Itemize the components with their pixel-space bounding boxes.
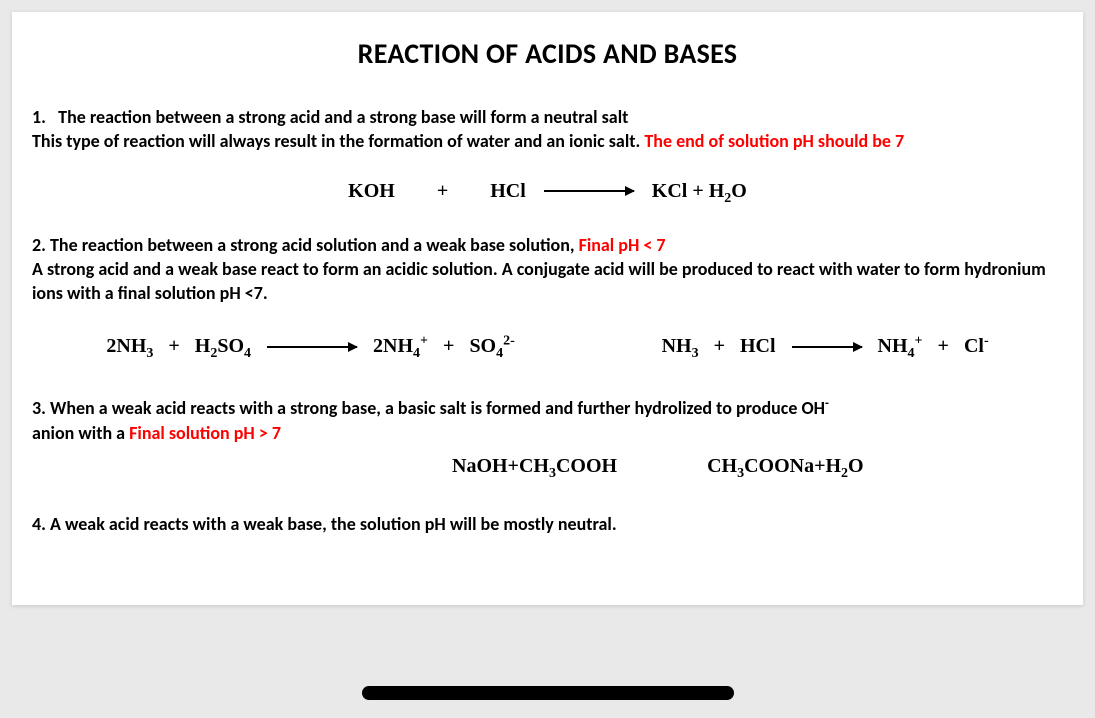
t: + (714, 335, 725, 357)
page-title: REACTION OF ACIDS AND BASES (32, 36, 1063, 71)
eq2b-rhs: NH4+ + Cl- (878, 335, 989, 358)
s1-body: This type of reaction will always result… (32, 130, 644, 152)
eq2a-lhs: 2NH3 + H2SO4 (106, 335, 251, 358)
s3-l1: 3. When a weak acid reacts with a strong… (32, 397, 825, 419)
t: O (848, 455, 864, 477)
s3-l2red: Final solution pH > 7 (129, 422, 281, 444)
t: 3 (692, 346, 699, 361)
t: Cl (964, 335, 984, 357)
home-indicator-bar (362, 686, 734, 700)
t: SO (469, 335, 496, 357)
s2-l1: 2. The reaction between a strong acid so… (32, 234, 579, 256)
s3-sup: - (825, 396, 829, 411)
t: NaOH+CH (452, 455, 549, 477)
t: - (984, 334, 989, 349)
t: COOH (556, 455, 617, 477)
eq1-r1t: O (731, 180, 747, 202)
t: CH (707, 455, 737, 477)
section-3: 3. When a weak acid reacts with a strong… (32, 396, 1063, 445)
equation-2a: 2NH3 + H2SO4 2NH4+ + SO42- (106, 335, 514, 358)
t: + (915, 334, 923, 349)
section-2: 2. The reaction between a strong acid so… (32, 233, 1063, 306)
eq2a-rhs: 2NH4+ + SO42- (373, 335, 515, 358)
section-1: 1. The reaction between a strong acid an… (32, 105, 1063, 154)
t: NH (878, 335, 908, 357)
arrow-icon (544, 190, 634, 192)
t: HCl (740, 335, 776, 357)
t: 3 (549, 466, 556, 481)
t: 4 (244, 346, 251, 361)
t: SO (217, 335, 244, 357)
eq1-r1: KCl + H (652, 180, 725, 202)
document-page: REACTION OF ACIDS AND BASES 1. The react… (12, 12, 1083, 605)
t: COONa+H (744, 455, 841, 477)
eq3-lhs: NaOH+CH3COOH (452, 455, 617, 478)
equation-1: KOH + HCl KCl + H2O (32, 180, 1063, 203)
arrow-icon (267, 346, 357, 348)
s1-num: 1. (32, 106, 46, 128)
s2-l2: A strong acid and a weak base react to f… (32, 258, 1046, 304)
eq1-hcl: HCl (490, 180, 526, 203)
s3-l2a: anion with a (32, 422, 129, 444)
t: 4 (908, 346, 915, 361)
t: 2 (841, 466, 848, 481)
s1-heading: The reaction between a strong acid and a… (58, 106, 628, 128)
equation-2-row: 2NH3 + H2SO4 2NH4+ + SO42- NH3 + HCl NH4… (32, 335, 1063, 358)
eq1-koh: KOH (348, 180, 395, 203)
t: 4 (413, 346, 420, 361)
equation-3-row: NaOH+CH3COOH CH3COONa+H2O (32, 455, 1063, 478)
t: NH (662, 335, 692, 357)
arrow-icon (792, 346, 862, 348)
t: + (443, 335, 454, 357)
s1-red: The end of solution pH should be 7 (644, 130, 904, 152)
t: + (938, 335, 949, 357)
s4-text: 4. A weak acid reacts with a weak base, … (32, 513, 617, 535)
t: 2- (503, 334, 515, 349)
eq1-plus: + (437, 180, 448, 203)
section-4: 4. A weak acid reacts with a weak base, … (32, 512, 1063, 536)
eq3-rhs: CH3COONa+H2O (707, 455, 864, 478)
equation-2b: NH3 + HCl NH4+ + Cl- (662, 335, 989, 358)
s2-l1red: Final pH < 7 (579, 234, 666, 256)
t: 3 (146, 346, 153, 361)
eq1-rhs: KCl + H2O (652, 180, 747, 203)
t: + (420, 334, 428, 349)
t: + (168, 335, 179, 357)
t: 2NH (106, 335, 146, 357)
t: 2NH (373, 335, 413, 357)
eq2b-lhs: NH3 + HCl (662, 335, 776, 358)
t: H (195, 335, 211, 357)
